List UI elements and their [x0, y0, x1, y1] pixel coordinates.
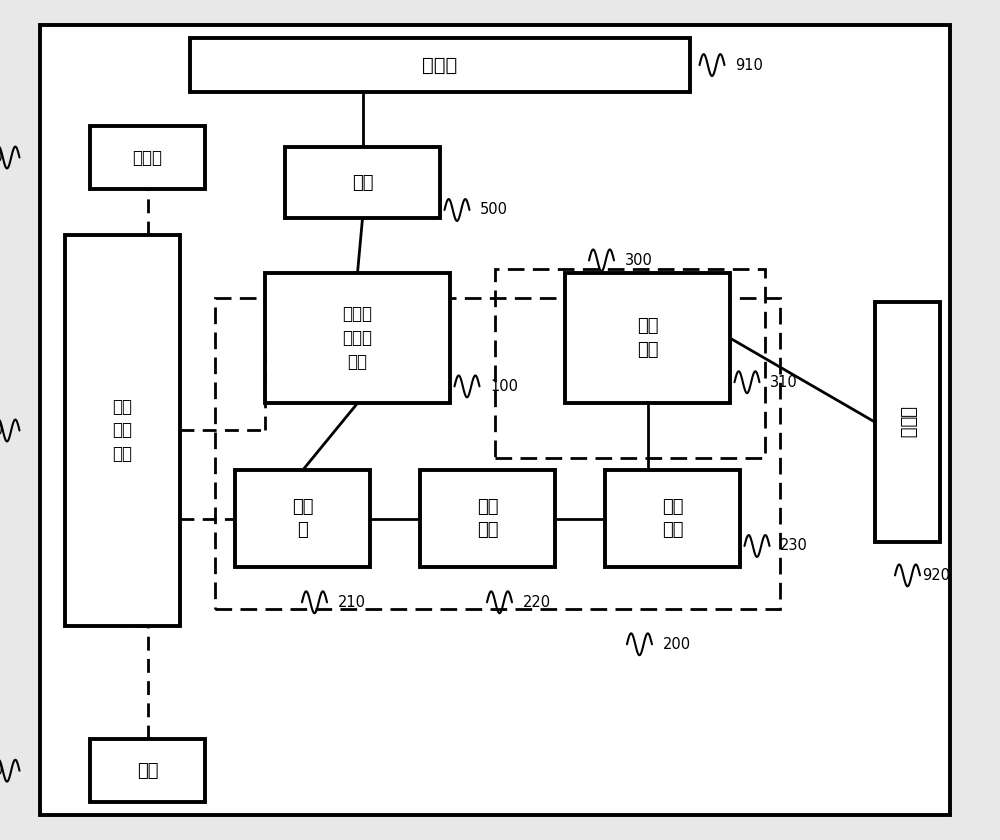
Bar [90, 126, 205, 189]
Text: 处理
一区: 处理 一区 [477, 498, 498, 539]
Text: 100: 100 [490, 379, 518, 394]
Bar [565, 273, 730, 403]
Bar [495, 269, 765, 458]
Text: 230: 230 [780, 538, 808, 554]
Text: 920: 920 [922, 568, 950, 583]
Text: 进风口: 进风口 [422, 55, 458, 75]
Bar [605, 470, 740, 567]
Text: 空气质
量检测
模块: 空气质 量检测 模块 [343, 306, 373, 370]
Text: 910: 910 [735, 58, 763, 72]
Text: 210: 210 [338, 595, 366, 610]
Text: 200: 200 [662, 637, 691, 652]
Bar [420, 470, 555, 567]
Text: 220: 220 [522, 595, 551, 610]
Text: 过滤
区: 过滤 区 [292, 498, 313, 539]
Text: 出风口: 出风口 [898, 406, 916, 438]
Text: 功率
控制
模块: 功率 控制 模块 [112, 398, 132, 463]
Bar [235, 470, 370, 567]
Text: 310: 310 [770, 375, 798, 390]
Text: 800: 800 [0, 764, 3, 778]
Text: 警报器: 警报器 [132, 149, 162, 166]
Bar [875, 302, 940, 542]
Bar [265, 273, 450, 403]
Text: 300: 300 [624, 253, 652, 268]
Text: 500: 500 [480, 202, 508, 218]
Text: 处理
三区: 处理 三区 [637, 318, 658, 359]
Bar [65, 235, 180, 626]
Bar [190, 38, 690, 92]
Bar [90, 739, 205, 802]
Text: 930: 930 [0, 150, 3, 165]
Text: 400: 400 [0, 423, 3, 438]
Text: 电源: 电源 [137, 762, 158, 780]
Bar [215, 298, 780, 609]
Bar [285, 147, 440, 218]
Text: 风机: 风机 [352, 174, 373, 192]
Text: 处理
二区: 处理 二区 [662, 498, 683, 539]
